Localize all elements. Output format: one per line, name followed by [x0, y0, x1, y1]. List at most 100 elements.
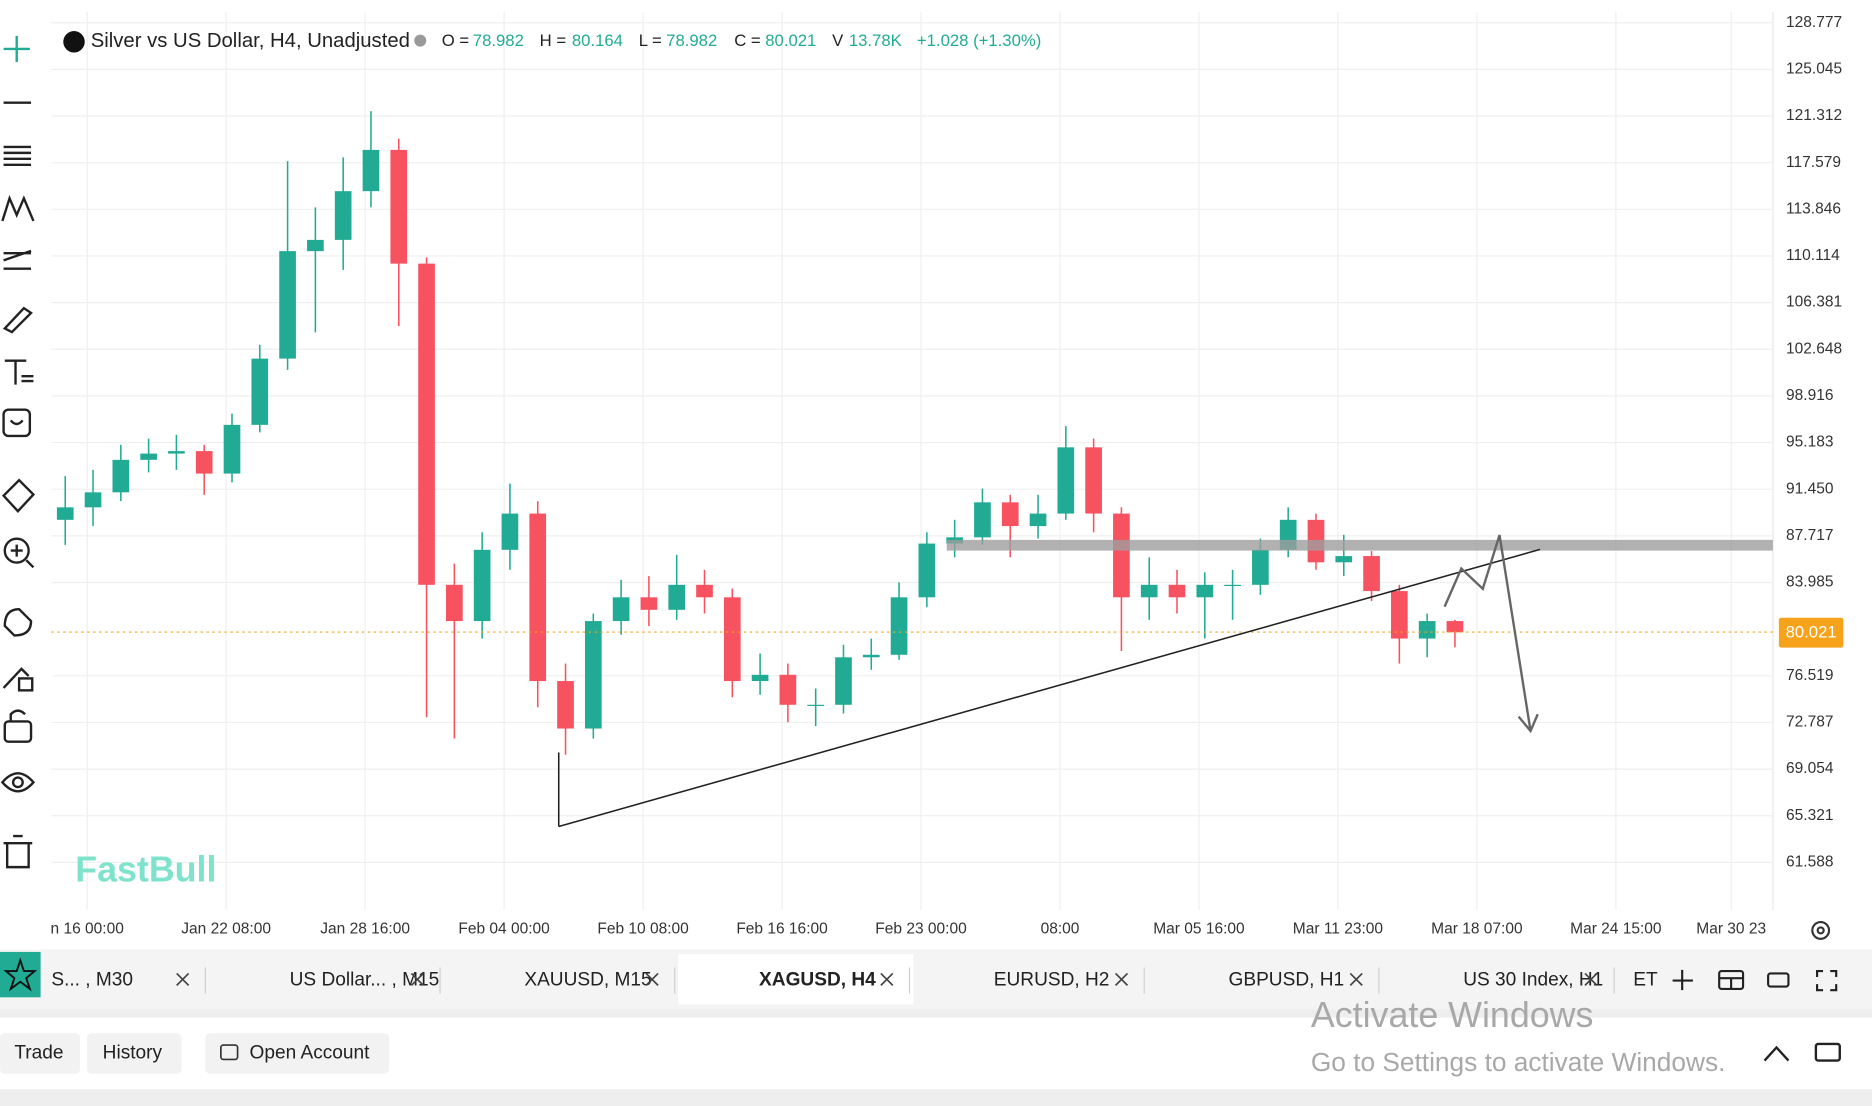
user-drawings-part[interactable]: [1517, 713, 1539, 734]
tab-tools-part[interactable]: [1672, 969, 1693, 991]
toolbar-part[interactable]: [17, 677, 34, 692]
candle-body: [1391, 591, 1408, 639]
tab-tools-part[interactable]: [1816, 969, 1838, 992]
toolbar-part[interactable]: [1, 194, 35, 222]
settings-button-part[interactable]: [1816, 926, 1825, 935]
tab-close[interactable]: [880, 972, 894, 986]
toolbar-part[interactable]: [3, 35, 30, 63]
favorite-button[interactable]: [0, 951, 41, 998]
tab[interactable]: US 30 Index, H1: [1463, 970, 1603, 991]
toolbar-part[interactable]: [9, 419, 24, 426]
tab-label[interactable]: XAUUSD, M15: [524, 970, 651, 991]
y-tick-label: 121.312: [1786, 107, 1842, 124]
candle-body: [529, 513, 547, 682]
user-drawings[interactable]: [557, 534, 1773, 828]
tab[interactable]: S... , M30: [51, 967, 206, 994]
tab-close[interactable]: [410, 972, 424, 986]
toolbar-part[interactable]: [3, 537, 30, 564]
y-tick-label: 106.381: [1786, 294, 1842, 311]
candle-body: [779, 674, 797, 705]
tab-close[interactable]: [176, 972, 190, 986]
tab[interactable]: XAGUSD, H4: [759, 967, 911, 994]
y-tick-label: 76.519: [1786, 667, 1833, 684]
panel-tools[interactable]: [1763, 1042, 1841, 1062]
settings-button[interactable]: [1811, 920, 1831, 940]
tab-close[interactable]: [1114, 972, 1129, 986]
activation-subtitle: Go to Settings to activate Windows.: [1311, 1047, 1726, 1077]
tab-bar: [0, 949, 1872, 1010]
tab-label[interactable]: EURUSD, H2: [994, 970, 1110, 991]
tab[interactable]: XAUUSD, M15: [524, 967, 676, 994]
grid: 128.777 125.045 121.312 117.579 113.846 110.1…: [51, 11, 1842, 937]
candle-body: [723, 597, 741, 682]
open-account-button-part[interactable]: [205, 1033, 390, 1074]
tab-label[interactable]: S... , M30: [51, 970, 133, 991]
candle-body: [446, 584, 463, 622]
tab-tools-part[interactable]: [1719, 977, 1744, 989]
toolbar-part[interactable]: [3, 834, 33, 869]
y-tick-label: 110.114: [1786, 247, 1840, 264]
open-account-button-part[interactable]: [220, 1044, 239, 1061]
trade-button-part[interactable]: [0, 1033, 80, 1074]
y-tick-label: 61.588: [1786, 853, 1833, 870]
toolbar-part[interactable]: [3, 720, 33, 743]
toolbar-part[interactable]: [4, 359, 34, 385]
open-account-button[interactable]: Open Account: [205, 1033, 390, 1074]
tab-label[interactable]: US 30 Index, H1: [1463, 970, 1603, 991]
candles: 80.021: [51, 111, 1844, 755]
toolbar-part[interactable]: [11, 776, 24, 789]
candle-body: [140, 453, 157, 460]
tab[interactable]: US Dollar... , M15: [290, 967, 441, 994]
candle-body: [223, 424, 241, 474]
active-tab-bg: [678, 954, 914, 1005]
trade-button-part[interactable]: Trade: [14, 1042, 63, 1063]
tab-label[interactable]: US Dollar... , M15: [290, 970, 440, 991]
toolbar-part[interactable]: [1, 478, 36, 513]
history-button-part[interactable]: History: [103, 1042, 163, 1063]
tab-close[interactable]: [645, 972, 659, 986]
user-drawings-part[interactable]: [1443, 534, 1532, 732]
toolbar-part[interactable]: [2, 667, 30, 689]
user-drawings-part[interactable]: [558, 548, 1541, 828]
tab[interactable]: EURUSD, H2: [994, 967, 1145, 994]
candle-body: [890, 597, 908, 655]
candle-body: [862, 654, 880, 658]
y-tick-label: 91.450: [1786, 480, 1834, 497]
tab-tools[interactable]: [1672, 969, 1838, 992]
open-account-button-part[interactable]: Open Account: [250, 1042, 371, 1063]
timezone[interactable]: ET: [1633, 970, 1658, 991]
panel-tools-part[interactable]: [1814, 1042, 1841, 1062]
y-tick-label: 113.846: [1786, 200, 1841, 217]
toolbar-part[interactable]: [10, 544, 35, 569]
y-tick-label: 102.648: [1786, 340, 1842, 357]
open-value: 78.982: [473, 31, 524, 50]
history-button[interactable]: History: [87, 1033, 182, 1074]
last-price-label: 80.021: [1786, 623, 1837, 642]
toolbar-part[interactable]: [2, 306, 33, 334]
toolbar[interactable]: [0, 35, 36, 869]
toolbar-part[interactable]: [9, 709, 26, 722]
toolbar-part[interactable]: [3, 607, 33, 637]
high-label: H =: [540, 31, 566, 50]
candle-body: [584, 621, 602, 729]
toolbar-part[interactable]: [3, 249, 32, 270]
tab-label[interactable]: GBPUSD, H1: [1229, 970, 1345, 991]
history-button-part[interactable]: [87, 1033, 182, 1074]
candle-body: [56, 507, 74, 520]
tab-tools-part[interactable]: [1767, 972, 1790, 988]
tab-close[interactable]: [1349, 972, 1363, 986]
favorite-button-part[interactable]: [3, 957, 38, 992]
tab[interactable]: GBPUSD, H1: [1229, 967, 1380, 994]
candle-body: [1196, 584, 1214, 598]
y-tick-label: 69.054: [1786, 760, 1834, 777]
tab-label[interactable]: XAGUSD, H4: [759, 970, 876, 991]
settings-button-part[interactable]: [1811, 920, 1831, 940]
toolbar-part[interactable]: [2, 408, 32, 438]
tab-close[interactable]: [1584, 972, 1598, 986]
trade-button[interactable]: Trade: [0, 1033, 80, 1074]
toolbar-part[interactable]: [0, 772, 36, 793]
toolbar-part[interactable]: [3, 145, 32, 167]
user-drawings-part[interactable]: [946, 539, 1773, 551]
panel-tools-part[interactable]: [1763, 1045, 1790, 1062]
